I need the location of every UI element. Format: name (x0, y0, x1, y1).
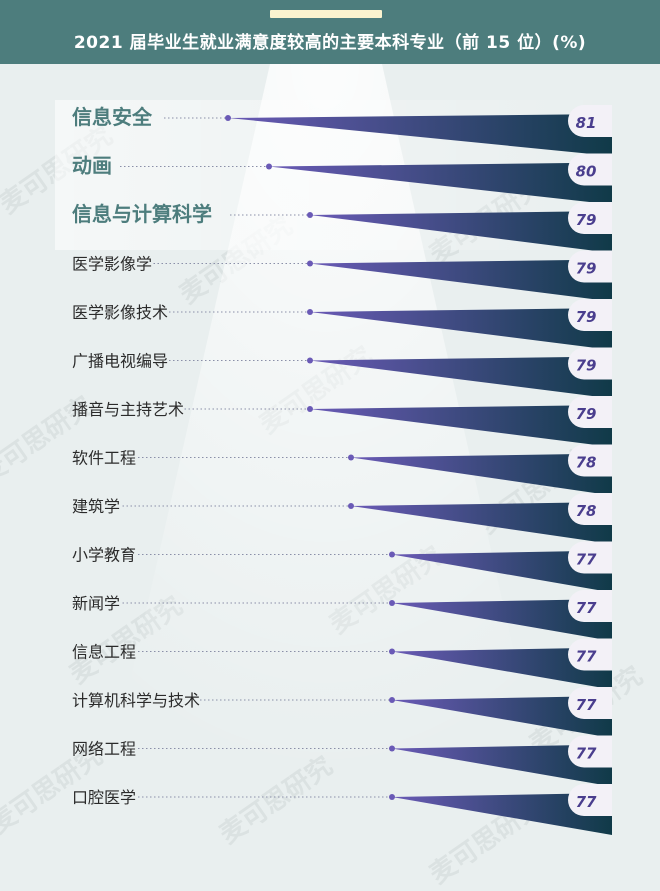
category-label: 小学教育 (72, 546, 136, 565)
value-badge (568, 250, 612, 283)
value-badge (568, 299, 612, 331)
value-label: 77 (576, 745, 597, 763)
bar-wedge (392, 696, 612, 738)
category-label: 医学影像学 (72, 255, 152, 274)
bar-wedge (228, 114, 612, 156)
value-badge (568, 735, 612, 768)
value-label: 79 (576, 308, 597, 326)
category-label: 动画 (72, 154, 112, 178)
bar-start-dot (348, 503, 354, 509)
bar-start-dot (307, 357, 313, 364)
value-badge (568, 202, 612, 234)
value-badge (568, 493, 612, 525)
chart-header: 2021 届毕业生就业满意度较高的主要本科专业（前 15 位）(%) (0, 0, 660, 64)
value-badge (568, 638, 612, 671)
bar-start-dot (307, 309, 313, 315)
category-label: 信息工程 (72, 643, 136, 662)
bar-wedge (351, 453, 612, 496)
value-badge (568, 444, 612, 477)
bar-start-dot (348, 454, 354, 461)
bar-start-dot (389, 697, 395, 703)
value-label: 79 (576, 260, 597, 278)
category-label: 软件工程 (72, 449, 136, 468)
chart: 信息安全 81 动画 80 信息与计算科学 79 医学影像学 79 医学影像技术 79 广播电视编导… (55, 64, 615, 858)
category-label: 广播电视编导 (72, 352, 168, 371)
value-label: 79 (576, 211, 597, 229)
value-label: 79 (576, 405, 597, 423)
bar-start-dot (389, 745, 395, 752)
bar-start-dot (389, 648, 395, 655)
value-label: 77 (576, 648, 597, 666)
category-label: 信息与计算科学 (72, 202, 212, 226)
category-label: 网络工程 (72, 740, 136, 759)
value-label: 77 (576, 793, 597, 811)
bar-start-dot (389, 551, 395, 558)
bar-wedge (392, 599, 612, 641)
header-accent-bar (270, 10, 382, 18)
value-label: 79 (576, 357, 597, 375)
value-badge (568, 590, 612, 622)
bar-start-dot (307, 260, 313, 267)
category-label: 计算机科学与技术 (72, 691, 200, 710)
bar-wedge (392, 793, 612, 835)
value-label: 78 (576, 454, 597, 472)
bar-wedge (310, 405, 612, 447)
category-label: 信息安全 (72, 105, 153, 129)
value-label: 77 (576, 696, 597, 714)
bar-start-dot (307, 406, 313, 412)
value-label: 77 (576, 599, 597, 617)
bar-start-dot (266, 163, 272, 170)
bar-start-dot (389, 600, 395, 606)
bar-wedge (392, 550, 612, 593)
value-label: 80 (576, 163, 597, 181)
value-label: 81 (576, 114, 597, 132)
bar-start-dot (389, 794, 395, 800)
bar-wedge (351, 502, 612, 544)
bar-start-dot (225, 115, 231, 121)
bar-wedge (392, 744, 612, 787)
category-label: 播音与主持艺术 (72, 400, 184, 419)
bar-wedge (310, 356, 612, 399)
chart-title: 2021 届毕业生就业满意度较高的主要本科专业（前 15 位）(%) (73, 33, 587, 53)
bar-wedge (310, 259, 612, 302)
value-badge (568, 105, 612, 137)
category-label: 医学影像技术 (72, 303, 168, 322)
category-label: 新闻学 (72, 594, 120, 613)
bar-wedge (269, 162, 612, 205)
category-label: 建筑学 (72, 497, 120, 516)
value-badge (568, 784, 612, 816)
bar-wedge (392, 647, 612, 690)
value-label: 78 (576, 502, 597, 520)
bar-start-dot (307, 212, 313, 218)
value-badge (568, 153, 612, 186)
bar-wedge (310, 308, 612, 350)
category-label: 口腔医学 (72, 788, 136, 807)
value-badge (568, 541, 612, 574)
value-badge (568, 687, 612, 719)
value-badge (568, 396, 612, 428)
bar-wedge (310, 211, 612, 253)
value-label: 77 (576, 551, 597, 569)
value-badge (568, 347, 612, 380)
